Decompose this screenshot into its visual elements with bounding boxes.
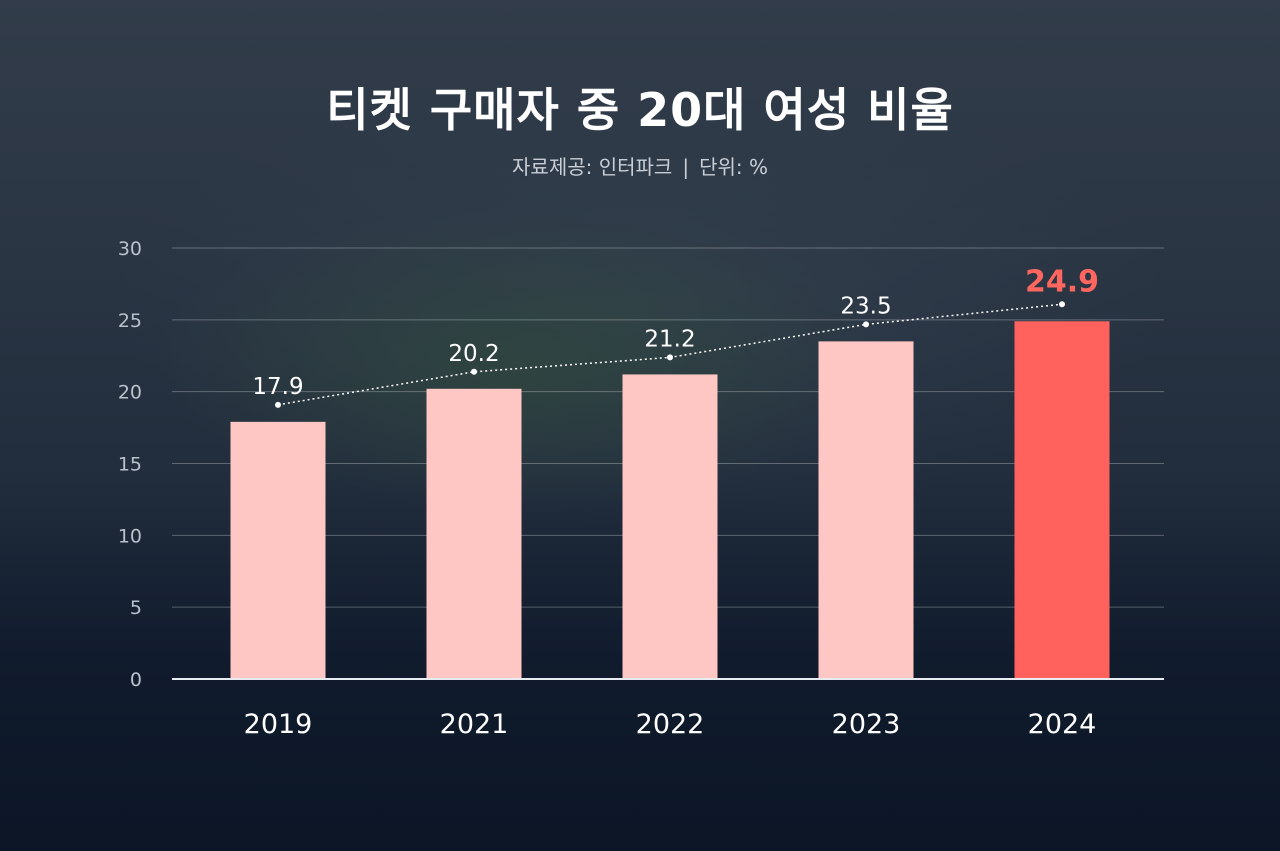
value-label: 23.5 (840, 293, 891, 319)
trend-point (1059, 301, 1065, 308)
trend-point (863, 321, 869, 328)
y-tick-label: 20 (118, 382, 142, 404)
value-label: 17.9 (252, 374, 303, 400)
bars (230, 321, 1110, 679)
trend-line (275, 301, 1065, 408)
y-axis-ticks: 0 5 10 15 20 25 30 (118, 238, 142, 691)
value-labels: 17.9 20.2 21.2 23.5 24.9 (252, 264, 1099, 400)
y-tick-label: 5 (130, 597, 142, 619)
chart-title: 티켓 구매자 중 20대 여성 비율 (326, 83, 954, 137)
value-label: 24.9 (1025, 264, 1099, 299)
x-axis-label: 2019 (244, 709, 313, 740)
unit-note: 단위: % (699, 155, 768, 179)
trend-point (667, 354, 673, 361)
bar (426, 388, 522, 679)
y-tick-label: 30 (118, 238, 142, 260)
bar (622, 374, 718, 679)
chart-subtitle: 자료제공: 인터파크 | 단위: % (0, 151, 1280, 180)
value-label: 20.2 (448, 341, 499, 367)
bar (1014, 321, 1110, 679)
trend-point (275, 401, 281, 408)
trend-point (471, 368, 477, 375)
subtitle-separator: | (682, 155, 690, 179)
x-axis-label: 2021 (440, 709, 509, 740)
bar (818, 341, 914, 679)
x-axis-labels: 2019 2021 2022 2023 2024 (244, 709, 1097, 740)
x-axis-label: 2023 (832, 709, 901, 740)
y-tick-label: 25 (118, 310, 142, 332)
source-note: 자료제공: 인터파크 (512, 155, 673, 179)
y-tick-label: 10 (118, 525, 142, 547)
x-axis-label: 2024 (1028, 709, 1097, 740)
value-label: 21.2 (644, 326, 695, 352)
x-axis-label: 2022 (636, 709, 705, 740)
y-tick-label: 15 (118, 454, 142, 476)
bar (230, 421, 326, 679)
y-tick-label: 0 (130, 669, 142, 691)
